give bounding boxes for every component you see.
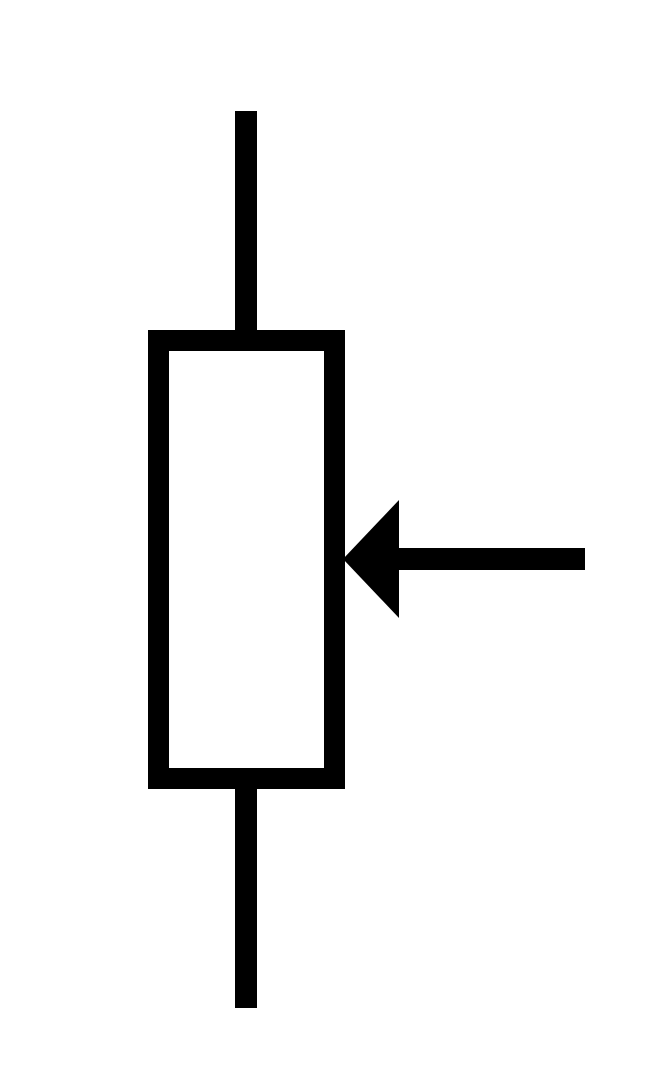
wiper-shaft	[390, 548, 585, 570]
bottom-lead	[235, 777, 257, 1008]
top-lead	[235, 111, 257, 342]
wiper-arrowhead	[343, 500, 399, 618]
resistor-body	[148, 330, 345, 789]
